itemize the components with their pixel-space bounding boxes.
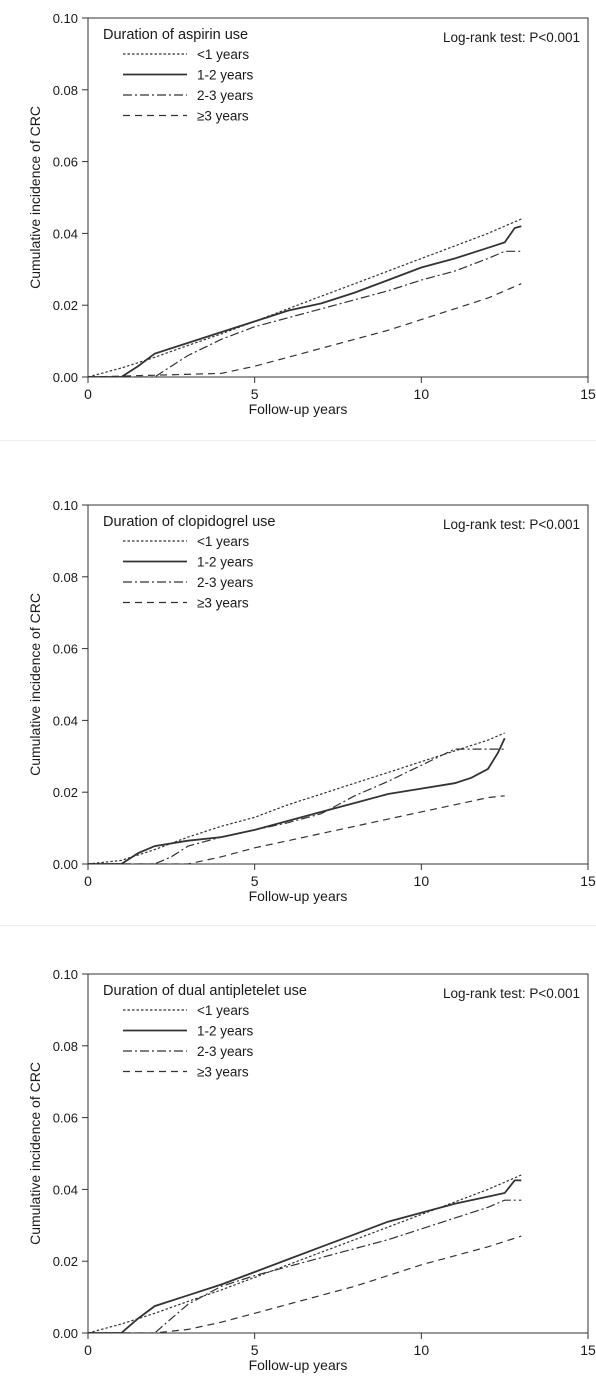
series-line-2 [88, 748, 505, 864]
y-tick-label: 0.06 [53, 1111, 78, 1126]
chart-dual-antiplatelet: 0.00 0.02 0.04 0.06 0.08 0.10 0 5 10 15 Follow-up … [27, 967, 596, 1373]
x-axis-label: Follow-up years [249, 401, 348, 417]
series-line-3 [88, 283, 522, 377]
x-tick-label: 5 [251, 1342, 259, 1358]
legend-entry-2: 2-3 years [197, 1044, 254, 1059]
x-tick-label: 10 [414, 386, 430, 402]
series-line-0 [88, 1174, 522, 1333]
series-line-0 [88, 732, 505, 864]
y-tick-label: 0.10 [53, 11, 78, 26]
series-line-3 [88, 1235, 522, 1333]
legend-entry-3: ≥3 years [197, 1065, 249, 1080]
chart-aspirin: 0.00 0.02 0.04 0.06 0.08 0.10 0 5 10 15 Follow-up … [27, 11, 596, 417]
legend-entry-1: 1-2 years [197, 68, 254, 83]
legend-entry-0: <1 years [197, 1003, 249, 1018]
legend-entry-0: <1 years [197, 47, 249, 62]
series-line-1 [88, 225, 522, 377]
legend-entry-1: 1-2 years [197, 1024, 254, 1039]
x-tick-label: 10 [414, 1342, 430, 1358]
series-line-1 [88, 737, 506, 864]
legend-entry-2: 2-3 years [197, 575, 254, 590]
y-tick-label: 0.02 [53, 298, 78, 313]
y-tick-label: 0.08 [53, 83, 78, 98]
y-tick-label: 0.08 [53, 570, 78, 585]
series-line-2 [88, 250, 522, 377]
y-tick-label: 0.00 [53, 857, 78, 872]
x-tick-label: 0 [84, 873, 92, 889]
x-tick-label: 15 [580, 1342, 596, 1358]
panel-divider [0, 440, 596, 441]
y-tick-label: 0.02 [53, 785, 78, 800]
series-line-2 [88, 1199, 522, 1333]
series-line-3 [88, 795, 505, 864]
y-tick-label: 0.08 [53, 1039, 78, 1054]
legend-entry-0: <1 years [197, 534, 249, 549]
y-tick-label: 0.04 [53, 1182, 78, 1197]
y-tick-label: 0.02 [53, 1254, 78, 1269]
x-tick-label: 15 [580, 386, 596, 402]
chart-panel-dual-antiplatelet: 0.00 0.02 0.04 0.06 0.08 0.10 0 5 10 15 Follow-up … [0, 956, 596, 1396]
x-tick-label: 0 [84, 386, 92, 402]
x-tick-label: 15 [580, 873, 596, 889]
y-axis-label: Cumulative incidence of CRC [27, 593, 43, 776]
x-axis-label: Follow-up years [249, 888, 348, 904]
legend-title: Duration of dual antipletelet use [103, 983, 307, 999]
y-tick-label: 0.04 [53, 226, 78, 241]
panel-divider [0, 925, 596, 926]
log-rank-annotation: Log-rank test: P<0.001 [443, 517, 580, 532]
y-tick-label: 0.00 [53, 1326, 78, 1341]
series-line-1 [88, 1179, 522, 1333]
chart-panel-clopidogrel: 0.00 0.02 0.04 0.06 0.08 0.10 0 5 10 15 Follow-up … [0, 487, 596, 927]
x-tick-label: 0 [84, 1342, 92, 1358]
log-rank-annotation: Log-rank test: P<0.001 [443, 30, 580, 45]
legend-entry-2: 2-3 years [197, 88, 254, 103]
y-axis-label: Cumulative incidence of CRC [27, 106, 43, 289]
legend-entry-1: 1-2 years [197, 555, 254, 570]
x-tick-label: 5 [251, 386, 259, 402]
series-line-0 [88, 218, 522, 377]
legend-title: Duration of aspirin use [103, 27, 248, 43]
y-axis-label: Cumulative incidence of CRC [27, 1062, 43, 1245]
x-axis-label: Follow-up years [249, 1357, 348, 1373]
x-tick-label: 10 [414, 873, 430, 889]
y-tick-label: 0.10 [53, 498, 78, 513]
legend-title: Duration of clopidogrel use [103, 514, 276, 530]
legend-entry-3: ≥3 years [197, 109, 249, 124]
chart-panel-aspirin: 0.00 0.02 0.04 0.06 0.08 0.10 0 5 10 15 Follow-up … [0, 0, 596, 440]
legend-entry-3: ≥3 years [197, 596, 249, 611]
log-rank-annotation: Log-rank test: P<0.001 [443, 986, 580, 1001]
chart-clopidogrel: 0.00 0.02 0.04 0.06 0.08 0.10 0 5 10 15 Follow-up … [27, 498, 596, 904]
y-tick-label: 0.04 [53, 713, 78, 728]
y-tick-label: 0.06 [53, 642, 78, 657]
plot-frame [87, 17, 589, 378]
plot-frame [87, 504, 589, 865]
plot-frame [87, 973, 589, 1334]
y-tick-label: 0.06 [53, 155, 78, 170]
x-tick-label: 5 [251, 873, 259, 889]
y-tick-label: 0.10 [53, 967, 78, 982]
y-tick-label: 0.00 [53, 370, 78, 385]
